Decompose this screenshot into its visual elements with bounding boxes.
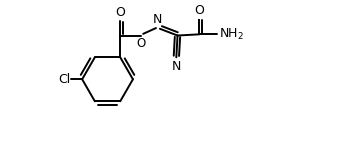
Text: N: N	[172, 60, 181, 73]
Text: N: N	[153, 13, 162, 26]
Text: O: O	[136, 37, 146, 50]
Text: NH$_2$: NH$_2$	[218, 27, 244, 42]
Text: O: O	[194, 4, 204, 17]
Text: Cl: Cl	[58, 73, 70, 86]
Text: O: O	[115, 6, 125, 19]
